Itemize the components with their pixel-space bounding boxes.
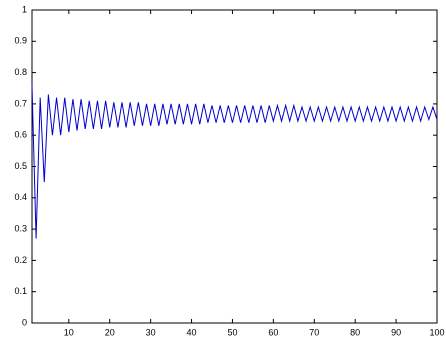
- x-tick-label: 50: [227, 327, 237, 337]
- x-tick-label: 70: [309, 327, 319, 337]
- y-tick-label: 0.6: [14, 130, 27, 140]
- x-tick-label: 60: [268, 327, 278, 337]
- y-tick-label: 0.3: [14, 223, 27, 233]
- data-line: [31, 85, 438, 239]
- x-tick-label: 20: [105, 327, 115, 337]
- y-tick-label: 0: [22, 317, 27, 327]
- x-tick-label: 10: [64, 327, 74, 337]
- y-tick-label: 0.5: [14, 161, 27, 171]
- x-tick-label: 40: [187, 327, 197, 337]
- y-tick-label: 1: [22, 4, 27, 14]
- x-tick-label: 30: [146, 327, 156, 337]
- plot-frame: [31, 9, 438, 324]
- y-tick-label: 0.1: [14, 286, 27, 296]
- y-tick-label: 0.8: [14, 67, 27, 77]
- y-tick-label: 0.9: [14, 36, 27, 46]
- y-tick-label: 0.2: [14, 255, 27, 265]
- x-tick-label: 100: [429, 327, 444, 337]
- y-tick-label: 0.4: [14, 192, 27, 202]
- x-tick-label: 90: [391, 327, 401, 337]
- y-tick-label: 0.7: [14, 98, 27, 108]
- x-tick-label: 80: [350, 327, 360, 337]
